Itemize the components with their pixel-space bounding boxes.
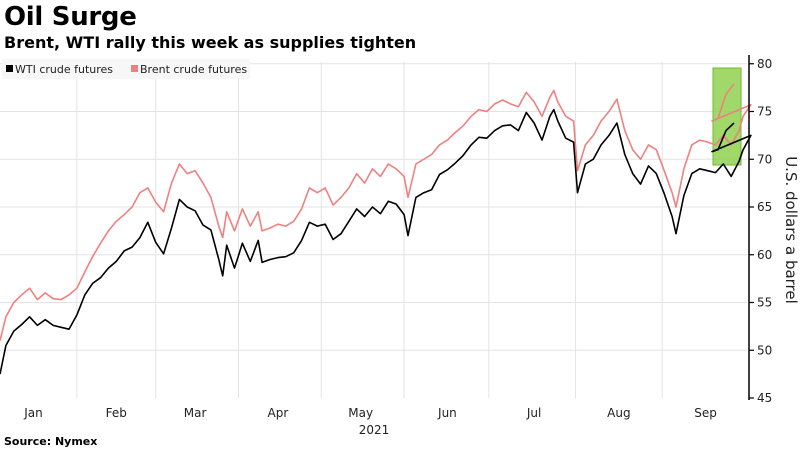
x-tick-label: Sep (694, 406, 717, 420)
brent-line (0, 83, 752, 341)
x-tick-label: May (348, 406, 373, 420)
legend-swatch-wti (6, 65, 13, 72)
legend-swatch-brent (131, 65, 138, 72)
x-axis: Jan Feb Mar Apr May Jun Jul Aug Sep 2021 (23, 406, 717, 437)
x-tick-label: Aug (607, 406, 630, 420)
series-lines (0, 83, 752, 375)
source-note: Source: Nymex (4, 435, 98, 448)
x-tick-label: Jan (23, 406, 43, 420)
x-tick-label: Apr (268, 406, 289, 420)
legend-label-brent: Brent crude futures (140, 63, 247, 76)
x-year-label: 2021 (359, 423, 390, 437)
y-tick-label: 65 (757, 200, 772, 214)
chart-title: Oil Surge (4, 2, 137, 32)
gridlines (0, 62, 747, 398)
y-tick-label: 55 (757, 296, 772, 310)
wti-line (0, 108, 752, 375)
x-tick-label: Jul (526, 406, 541, 420)
x-tick-label: Feb (106, 406, 127, 420)
y-axis-label: U.S. dollars a barrel (782, 156, 800, 304)
y-tick-label: 70 (757, 152, 772, 166)
y-tick-label: 75 (757, 105, 772, 119)
y-tick-label: 60 (757, 248, 772, 262)
legend-background (2, 59, 250, 79)
y-tick-label: 45 (757, 391, 772, 405)
x-tick-label: Jun (437, 406, 457, 420)
y-axis: 45 50 55 60 65 70 75 80 (748, 55, 772, 405)
legend: WTI crude futures Brent crude futures (2, 59, 250, 79)
legend-label-wti: WTI crude futures (15, 63, 113, 76)
y-tick-label: 80 (757, 57, 772, 71)
y-tick-label: 50 (757, 343, 772, 357)
x-tick-label: Mar (184, 406, 207, 420)
chart-subtitle: Brent, WTI rally this week as supplies t… (4, 33, 417, 52)
